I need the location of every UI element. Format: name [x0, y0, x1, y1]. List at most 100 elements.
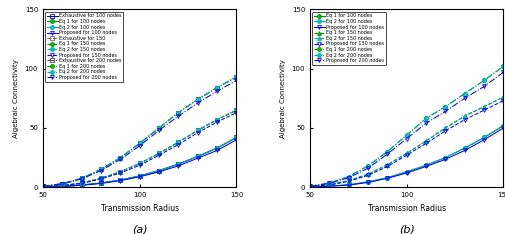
Eq 2 for 150 nodes — [422, 139, 428, 142]
Eq 1 for 200 nodes — [345, 175, 351, 178]
Exhaustive for 100 nodes — [233, 136, 239, 139]
Eq 1 for 200 nodes — [307, 185, 313, 188]
Eq 2 for 200 nodes — [156, 127, 162, 129]
Line: Proposed for 100 nodes: Proposed for 100 nodes — [41, 138, 238, 189]
Proposed for 200 nodes — [499, 71, 505, 74]
Eq 2 for 100 nodes — [364, 180, 370, 183]
Proposed for 100 nodes — [480, 138, 486, 141]
Eq 2 for 100 nodes — [384, 176, 390, 179]
Eq 1 for 200 nodes — [214, 86, 220, 89]
Eq 1 for 200 nodes — [480, 79, 486, 82]
Proposed for 200 nodes — [364, 167, 370, 170]
Eq 2 for 150 nodes — [233, 109, 239, 112]
Line: Eq 1 for 150 nodes: Eq 1 for 150 nodes — [308, 95, 504, 189]
Eq 2 for 150 nodes — [441, 127, 447, 129]
Eq 1 for 150 nodes — [461, 115, 467, 117]
Eq 1 for 150 nodes — [364, 173, 370, 176]
Eq 1 for 150 nodes — [422, 139, 428, 142]
Eq 2 for 150 nodes — [98, 177, 104, 180]
Exhaustive for 100 nodes — [214, 147, 220, 150]
Eq 2 for 150 nodes — [117, 170, 123, 173]
Proposed for 150 nodes — [175, 143, 181, 146]
Eq 2 for 150 nodes — [326, 183, 332, 186]
Line: Eq 2 for 100 nodes: Eq 2 for 100 nodes — [308, 124, 504, 189]
Exhaustive for 150 — [214, 118, 220, 121]
Line: Eq 1 for 100 nodes: Eq 1 for 100 nodes — [308, 124, 504, 189]
Eq 1 for 100 nodes — [136, 175, 142, 177]
Eq 1 for 200 nodes — [59, 182, 65, 185]
Proposed for 150 nodes — [194, 131, 200, 134]
Eq 1 for 100 nodes — [461, 147, 467, 150]
Eq 2 for 100 nodes — [194, 155, 200, 158]
Eq 2 for 200 nodes — [194, 98, 200, 101]
Proposed for 150 nodes — [59, 184, 65, 187]
Eq 1 for 150 nodes — [384, 163, 390, 166]
Proposed for 150 nodes — [499, 99, 505, 102]
Eq 1 for 100 nodes — [78, 184, 84, 186]
Eq 2 for 100 nodes — [422, 164, 428, 167]
Exhaustive for 200 nodes — [78, 177, 84, 180]
Exhaustive for 150 — [98, 177, 104, 180]
Eq 1 for 150 nodes — [78, 182, 84, 184]
Exhaustive for 150 — [175, 141, 181, 143]
Y-axis label: Algebraic Connectivity: Algebraic Connectivity — [13, 59, 19, 138]
Line: Proposed for 150 nodes: Proposed for 150 nodes — [308, 99, 504, 189]
Eq 2 for 200 nodes — [461, 92, 467, 95]
Exhaustive for 150 — [156, 152, 162, 155]
Eq 2 for 200 nodes — [441, 105, 447, 108]
Line: Eq 2 for 150 nodes: Eq 2 for 150 nodes — [308, 95, 504, 189]
Proposed for 150 nodes — [136, 164, 142, 167]
Exhaustive for 150 — [59, 184, 65, 187]
Proposed for 200 nodes — [480, 85, 486, 88]
Proposed for 200 nodes — [307, 185, 313, 188]
Eq 1 for 200 nodes — [499, 65, 505, 68]
Line: Eq 1 for 200 nodes: Eq 1 for 200 nodes — [41, 75, 238, 188]
Eq 2 for 200 nodes — [499, 65, 505, 68]
Proposed for 200 nodes — [214, 90, 220, 93]
Eq 1 for 100 nodes — [98, 182, 104, 184]
Exhaustive for 150 — [233, 109, 239, 112]
Eq 1 for 150 nodes — [59, 184, 65, 187]
Proposed for 100 nodes — [136, 175, 142, 178]
X-axis label: Transmission Radius: Transmission Radius — [100, 204, 178, 213]
Eq 1 for 100 nodes — [40, 185, 46, 188]
Eq 1 for 200 nodes — [233, 76, 239, 78]
Eq 2 for 200 nodes — [59, 182, 65, 185]
Line: Eq 2 for 150 nodes: Eq 2 for 150 nodes — [41, 108, 238, 189]
Eq 2 for 100 nodes — [59, 185, 65, 188]
Exhaustive for 150 — [78, 182, 84, 184]
Line: Eq 1 for 150 nodes: Eq 1 for 150 nodes — [41, 108, 238, 189]
Exhaustive for 200 nodes — [117, 156, 123, 159]
Proposed for 100 nodes — [326, 185, 332, 188]
Proposed for 200 nodes — [326, 182, 332, 185]
Proposed for 150 nodes — [480, 109, 486, 112]
Proposed for 150 nodes — [326, 184, 332, 186]
Eq 2 for 150 nodes — [59, 184, 65, 187]
Proposed for 150 nodes — [384, 165, 390, 168]
Eq 1 for 100 nodes — [307, 185, 313, 188]
Proposed for 200 nodes — [136, 144, 142, 147]
Exhaustive for 200 nodes — [233, 76, 239, 78]
Eq 2 for 150 nodes — [194, 129, 200, 132]
Eq 2 for 200 nodes — [345, 175, 351, 178]
Eq 2 for 200 nodes — [117, 156, 123, 159]
Proposed for 200 nodes — [233, 79, 239, 82]
X-axis label: Transmission Radius: Transmission Radius — [367, 204, 445, 213]
Proposed for 150 nodes — [40, 185, 46, 188]
Legend: Exhaustive for 100 nodes, Eq 1 for 100 nodes, Eq 2 for 100 nodes, Proposed for 1: Exhaustive for 100 nodes, Eq 1 for 100 n… — [45, 12, 123, 82]
Line: Proposed for 200 nodes: Proposed for 200 nodes — [308, 70, 504, 188]
Proposed for 150 nodes — [345, 180, 351, 183]
Eq 2 for 150 nodes — [384, 163, 390, 166]
Eq 2 for 200 nodes — [480, 79, 486, 82]
Exhaustive for 100 nodes — [59, 185, 65, 188]
Eq 1 for 100 nodes — [403, 170, 409, 173]
Title: (a): (a) — [132, 224, 147, 234]
Eq 2 for 200 nodes — [214, 86, 220, 89]
Eq 1 for 200 nodes — [40, 185, 46, 188]
Eq 1 for 150 nodes — [441, 127, 447, 129]
Eq 2 for 150 nodes — [461, 115, 467, 117]
Eq 1 for 100 nodes — [422, 164, 428, 167]
Eq 1 for 150 nodes — [194, 129, 200, 132]
Eq 1 for 150 nodes — [326, 183, 332, 186]
Exhaustive for 150 — [136, 162, 142, 165]
